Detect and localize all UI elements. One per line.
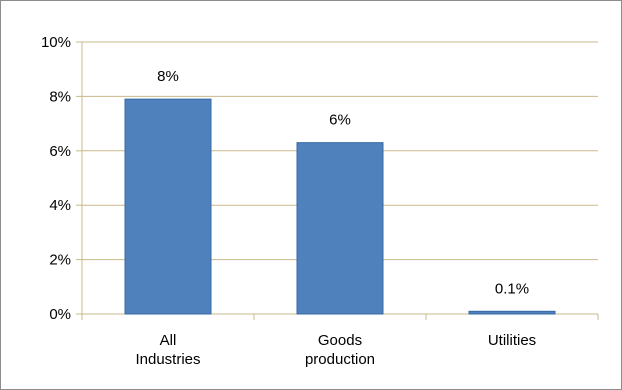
category-label: Industries bbox=[135, 351, 200, 368]
data-label: 6% bbox=[329, 112, 351, 129]
data-label: 8% bbox=[157, 68, 179, 85]
category-label: All bbox=[160, 332, 177, 349]
y-tick-label: 2% bbox=[49, 252, 71, 269]
y-tick-label: 4% bbox=[49, 197, 71, 214]
y-tick-label: 10% bbox=[41, 34, 71, 51]
y-tick-label: 8% bbox=[49, 88, 71, 105]
category-label: Goods bbox=[318, 332, 362, 349]
bar bbox=[468, 310, 556, 315]
y-tick-label: 0% bbox=[49, 306, 71, 323]
category-label: Utilities bbox=[488, 332, 536, 349]
data-label: 0.1% bbox=[495, 280, 529, 297]
category-label: production bbox=[305, 351, 375, 368]
y-tick-label: 6% bbox=[49, 143, 71, 160]
bar bbox=[124, 98, 212, 315]
bar bbox=[296, 142, 384, 315]
